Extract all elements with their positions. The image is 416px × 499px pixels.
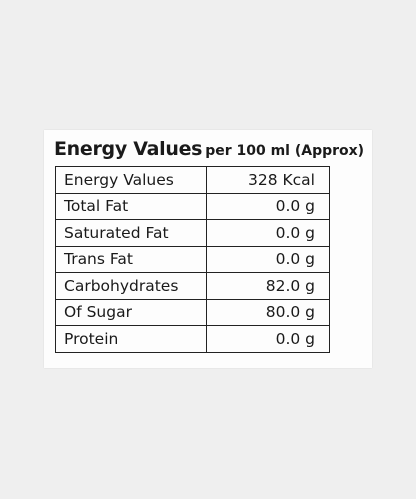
nutrient-value: 0.0 g — [206, 325, 330, 353]
table-row: Trans Fat 0.0 g — [55, 245, 330, 273]
nutrient-value: 80.0 g — [206, 298, 330, 326]
nutrient-name: Total Fat — [55, 192, 207, 220]
nutrient-value: 328 Kcal — [206, 166, 330, 194]
nutrient-value: 0.0 g — [206, 192, 330, 220]
nutrition-label: Energy Values per 100 ml (Approx) Energy … — [44, 130, 372, 368]
nutrient-name: Carbohydrates — [55, 272, 207, 300]
heading: Energy Values per 100 ml (Approx) — [54, 138, 364, 160]
table-row: Protein 0.0 g — [55, 325, 330, 353]
title: Energy Values — [54, 138, 203, 160]
nutrition-table: Energy Values 328 Kcal Total Fat 0.0 g Satur… — [55, 166, 330, 353]
nutrient-value: 82.0 g — [206, 272, 330, 300]
nutrient-value: 0.0 g — [206, 219, 330, 247]
nutrient-name: Energy Values — [55, 166, 207, 194]
nutrient-name: Trans Fat — [55, 245, 207, 273]
subtitle: per 100 ml (Approx) — [205, 143, 365, 159]
table-row: Of Sugar 80.0 g — [55, 298, 330, 326]
nutrient-name: Of Sugar — [55, 298, 207, 326]
nutrient-name: Protein — [55, 325, 207, 353]
table-row: Total Fat 0.0 g — [55, 192, 330, 220]
table-row: Saturated Fat 0.0 g — [55, 219, 330, 247]
nutrient-value: 0.0 g — [206, 245, 330, 273]
table-row: Energy Values 328 Kcal — [55, 166, 330, 194]
nutrient-name: Saturated Fat — [55, 219, 207, 247]
table-row: Carbohydrates 82.0 g — [55, 272, 330, 300]
